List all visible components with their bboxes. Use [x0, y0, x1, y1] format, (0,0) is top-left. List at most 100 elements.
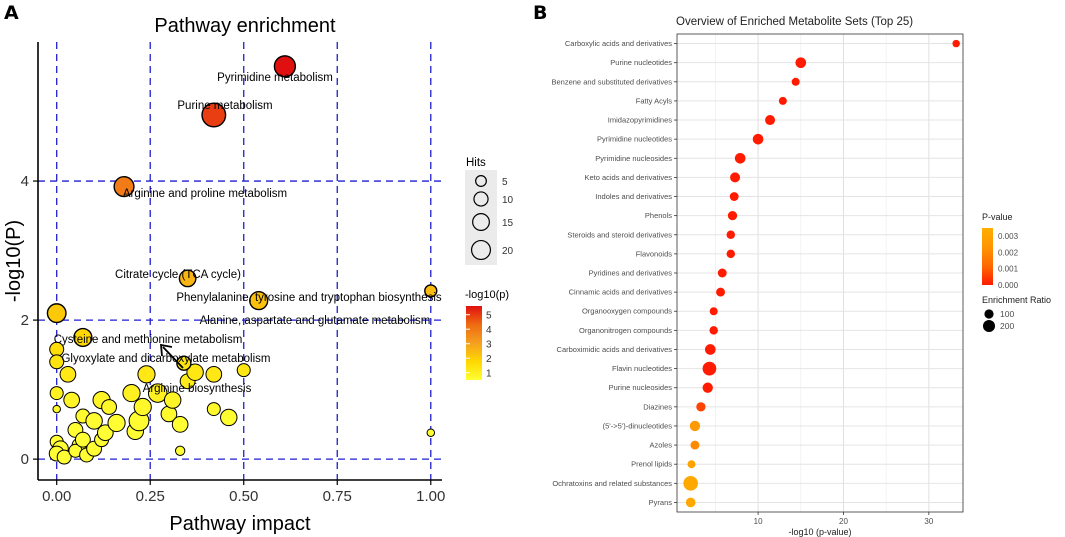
data-point-labeled [46, 303, 67, 324]
colorbar-label: 0.001 [998, 265, 1019, 274]
category-label: Cinnamic acids and derivatives [569, 288, 673, 297]
category-label: Carboximidic acids and derivatives [557, 345, 673, 354]
point-label: Pyrimidine metabolism [217, 72, 333, 84]
x-tick-label: 1.00 [416, 488, 445, 505]
colorbar-label: 1 [486, 369, 492, 380]
data-point [85, 412, 103, 430]
hits-legend-circle [470, 239, 492, 261]
label-arrow [162, 346, 184, 369]
data-point-labeled [424, 284, 438, 298]
ratio-legend-title: Enrichment Ratio [982, 295, 1051, 305]
colorbar-label: 0.003 [998, 232, 1019, 241]
logp-colorbar [466, 306, 482, 380]
data-point [727, 211, 738, 221]
category-label: Diazines [643, 402, 672, 411]
category-label: Azoles [649, 441, 672, 450]
data-point [52, 404, 61, 414]
hits-legend-circle [472, 213, 490, 231]
category-label: Indoles and derivatives [595, 192, 672, 201]
x-axis-label: -log10 (p-value) [788, 527, 851, 537]
y-axis-label: -log10(P) [3, 220, 25, 302]
data-point [717, 268, 727, 278]
category-label: Pyridines and derivatives [589, 269, 673, 278]
ratio-legend-dot [984, 309, 994, 319]
panel-letter-b: B [533, 2, 547, 24]
ratio-legend-label: 200 [1000, 321, 1014, 331]
data-point [730, 172, 741, 183]
data-point [687, 460, 696, 469]
category-label: Pyrimidine nucleotides [597, 135, 672, 144]
category-label: Fatty Acyls [636, 96, 673, 105]
data-point [791, 77, 800, 86]
data-point-labeled [273, 55, 297, 78]
x-tick-label: 20 [839, 517, 848, 526]
point-label: Arginine biosynthesis [143, 383, 252, 395]
data-point [734, 152, 746, 164]
hits-legend-label: 20 [502, 246, 514, 257]
data-point-labeled [201, 102, 227, 128]
point-label: Phenylalanine, tyrosine and tryptophan b… [176, 292, 442, 304]
x-tick-label: 0.25 [136, 488, 165, 505]
data-point [74, 431, 91, 448]
chart-title: Overview of Enriched Metabolite Sets (To… [676, 16, 913, 28]
category-label: Prenol lipids [631, 460, 672, 469]
category-label: Purine nucleosides [609, 383, 673, 392]
data-point [205, 365, 223, 383]
point-label: Glyoxylate and dicarboxylate metabolism [61, 353, 270, 365]
data-point-labeled [178, 269, 197, 288]
data-point [236, 363, 251, 378]
data-point [696, 402, 706, 412]
panel-letter-a: A [4, 2, 19, 24]
category-label: (5'->5')-dinucleotides [603, 421, 673, 430]
data-point [709, 307, 718, 316]
data-point [752, 133, 764, 145]
category-label: Keto acids and derivatives [584, 173, 672, 182]
category-label: Organooxygen compounds [582, 307, 672, 316]
data-point [101, 399, 118, 415]
colorbar-label: 2 [486, 354, 492, 365]
point-label: Arginine and proline metabolism [123, 188, 287, 200]
data-point [778, 96, 787, 105]
data-point [220, 408, 238, 427]
data-point [163, 391, 182, 409]
data-point [726, 230, 736, 239]
pvalue-colorbar [982, 228, 993, 285]
data-point [683, 476, 698, 491]
data-point [206, 402, 221, 417]
colorbar-label: 0.002 [998, 248, 1019, 257]
category-label: Imidazopyrimidines [608, 116, 672, 125]
chart-title: Pathway enrichment [154, 15, 336, 37]
y-tick-label: 0 [21, 451, 29, 468]
hits-legend-circle [475, 175, 487, 187]
data-point [709, 326, 718, 335]
category-label: Benzene and substituted derivatives [552, 77, 673, 86]
hits-legend-label: 10 [502, 195, 514, 206]
data-point [952, 39, 960, 48]
hits-legend-label: 5 [502, 177, 508, 188]
data-point [174, 445, 186, 456]
colorbar-label: 5 [486, 311, 492, 322]
data-point [426, 428, 436, 437]
data-point [171, 416, 189, 433]
point-label: Alanine, aspartate and glutamate metabol… [200, 315, 431, 327]
colorbar-label: 0.000 [998, 281, 1019, 290]
data-point [726, 249, 736, 259]
data-point [795, 57, 807, 68]
hits-legend-key [465, 170, 497, 265]
point-label: Citrate cycle (TCA cycle) [115, 269, 241, 281]
data-point [702, 382, 713, 393]
x-tick-label: 30 [924, 517, 933, 526]
data-point [107, 413, 126, 433]
data-point [96, 424, 114, 442]
data-point [689, 420, 701, 432]
logp-legend-title: -log10(p) [465, 289, 509, 301]
y-tick-label: 4 [21, 173, 29, 190]
category-label: Steroids and steroid derivatives [567, 230, 672, 239]
category-label: Ochratoxins and related substances [552, 479, 672, 488]
x-tick-label: 10 [754, 517, 763, 526]
category-label: Flavin nucleotides [612, 364, 672, 373]
y-tick-label: 2 [21, 312, 29, 329]
category-label: Carboxylic acids and derivatives [565, 39, 672, 48]
data-point [49, 354, 65, 370]
category-label: Pyrans [649, 498, 673, 507]
